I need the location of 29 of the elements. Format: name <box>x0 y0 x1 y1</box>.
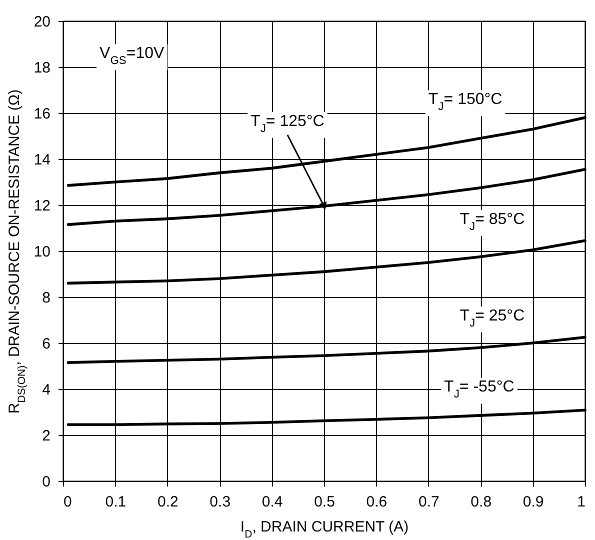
x-axis-title: I$_{D}$, DRAIN CURRENT (A) <box>240 518 409 540</box>
annotation: T$_{J}$= 85°C <box>460 210 525 233</box>
x-tick-label: 0.6 <box>366 494 388 510</box>
x-tick-label: 0.4 <box>262 494 283 510</box>
x-tick-label: 0.3 <box>210 494 231 510</box>
x-tick-label: 0 <box>64 494 72 510</box>
y-tick-label: 2 <box>42 428 50 444</box>
x-tick-label: 0.5 <box>314 494 335 510</box>
x-tick-label: 0.7 <box>418 494 440 510</box>
annotation: T$_{J}$= -55°C <box>444 378 514 401</box>
y-tick-label: 10 <box>34 244 50 260</box>
annotation: T$_{J}$= 25°C <box>460 307 525 330</box>
y-tick-label: 18 <box>34 60 50 76</box>
annotation: T$_{J}$= 150°C <box>428 91 502 114</box>
x-tick-label: 0.9 <box>522 494 544 510</box>
y-tick-label: 20 <box>34 14 50 30</box>
y-tick-label: 12 <box>34 198 50 214</box>
y-tick-label: 0 <box>42 474 50 490</box>
y-tick-label: 6 <box>42 336 50 352</box>
annotation: V$_{GS}$=10V <box>100 45 165 68</box>
x-tick-label: 0.1 <box>105 494 126 510</box>
y-tick-label: 14 <box>34 152 50 168</box>
y-tick-label: 16 <box>34 106 50 122</box>
x-tick-label: 0.8 <box>470 494 492 510</box>
x-tick-label: 0.2 <box>157 494 178 510</box>
y-tick-label: 4 <box>42 382 50 398</box>
y-tick-label: 8 <box>42 290 50 306</box>
annotation: T$_{J}$= 125°C <box>250 112 324 135</box>
x-tick-label: 1 <box>577 494 586 510</box>
